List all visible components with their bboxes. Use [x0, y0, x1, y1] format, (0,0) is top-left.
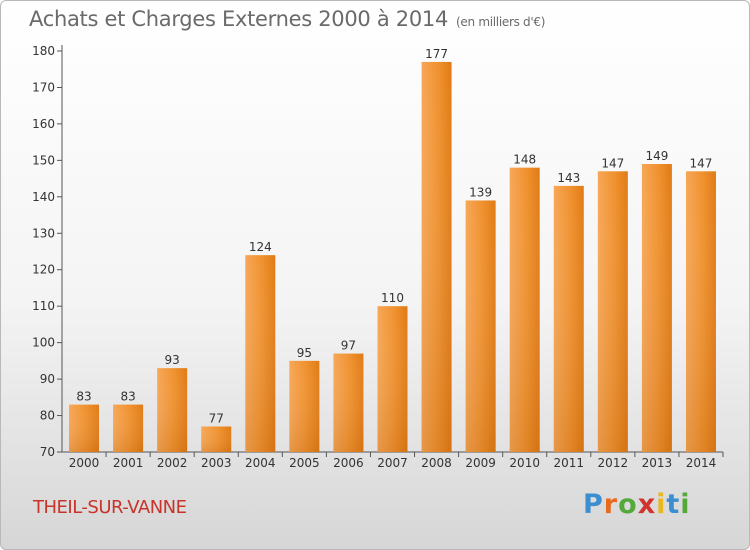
bar-shade-2009	[465, 200, 496, 452]
bar-shade-2000	[69, 404, 100, 452]
y-tick-label: 170	[32, 80, 55, 94]
x-tick-label-2004: 2004	[245, 456, 276, 470]
x-tick-label-2003: 2003	[201, 456, 232, 470]
bar-shade-2005	[289, 360, 320, 452]
proxiti-logo: Proxiti	[583, 489, 691, 520]
chart-axes: 70 80 90 100 110 120 130 140 150 160 170 180	[32, 44, 724, 459]
logo-letter: i	[656, 489, 667, 520]
bar-shade-2008	[421, 61, 452, 452]
logo-letter: o	[618, 489, 638, 520]
y-tick-label: 160	[32, 117, 55, 131]
logo-letter: P	[583, 489, 604, 520]
y-tick-label: 150	[32, 153, 55, 167]
x-tick-label-2010: 2010	[509, 456, 540, 470]
logo-letter: t	[666, 489, 681, 520]
value-label-2012: 147	[601, 156, 624, 170]
value-label-2006: 97	[341, 339, 356, 353]
y-tick-label: 100	[32, 336, 55, 350]
value-label-2002: 93	[165, 353, 180, 367]
logo-letter: r	[603, 489, 619, 520]
bar-shade-2001	[113, 404, 144, 452]
y-tick-label: 140	[32, 190, 55, 204]
y-tick-label: 80	[40, 409, 55, 423]
value-label-2003: 77	[209, 411, 224, 425]
chart-title: Achats et Charges Externes 2000 à 2014 (e…	[29, 7, 545, 31]
x-tick-label-2012: 2012	[598, 456, 629, 470]
x-tick-label-2007: 2007	[377, 456, 408, 470]
bar-shade-2007	[377, 306, 408, 452]
logo-letter: x	[637, 489, 657, 520]
x-tick-label-2000: 2000	[69, 456, 100, 470]
chart-labels: 83 2000 83 2001 93 2002 77 2003 124 2004 95 2005 97 2…	[69, 47, 716, 470]
x-tick-label-2001: 2001	[113, 456, 144, 470]
value-label-2001: 83	[120, 390, 135, 404]
bar-shade-2012	[597, 171, 628, 453]
bar-shade-2003	[201, 426, 232, 452]
y-tick-label: 180	[32, 44, 55, 58]
bar-shade-2006	[333, 353, 364, 452]
x-tick-label-2008: 2008	[421, 456, 452, 470]
bar-shade-2011	[553, 185, 584, 452]
logo-letter: i	[680, 489, 691, 520]
bar-shade-2010	[509, 167, 540, 452]
value-label-2000: 83	[76, 390, 91, 404]
x-tick-label-2014: 2014	[686, 456, 717, 470]
y-tick-label: 130	[32, 226, 55, 240]
value-label-2007: 110	[381, 291, 404, 305]
value-label-2011: 143	[557, 171, 580, 185]
x-tick-label-2005: 2005	[289, 456, 320, 470]
y-tick-label: 110	[32, 299, 55, 313]
x-tick-label-2009: 2009	[465, 456, 496, 470]
bar-shade-2013	[641, 164, 672, 452]
bar-shade-2004	[245, 255, 276, 452]
chart-unit-note: (en milliers d'€)	[456, 15, 546, 29]
x-tick-label-2006: 2006	[333, 456, 364, 470]
bar-shade-2002	[157, 368, 188, 452]
y-tick-label: 70	[40, 445, 55, 459]
value-label-2014: 147	[690, 156, 713, 170]
value-label-2010: 148	[513, 153, 536, 167]
y-tick-label: 120	[32, 263, 55, 277]
bar-shade-2014	[685, 171, 716, 453]
value-label-2004: 124	[249, 240, 272, 254]
x-tick-label-2011: 2011	[553, 456, 584, 470]
value-label-2008: 177	[425, 47, 448, 61]
chart-title-text: Achats et Charges Externes 2000 à 2014	[29, 7, 449, 31]
chart-bars	[69, 61, 716, 453]
value-label-2009: 139	[469, 185, 492, 199]
value-label-2013: 149	[645, 149, 668, 163]
x-tick-label-2013: 2013	[642, 456, 673, 470]
value-label-2005: 95	[297, 346, 312, 360]
x-tick-label-2002: 2002	[157, 456, 188, 470]
city-name: THEIL-SUR-VANNE	[33, 497, 187, 518]
y-tick-label: 90	[40, 372, 55, 386]
